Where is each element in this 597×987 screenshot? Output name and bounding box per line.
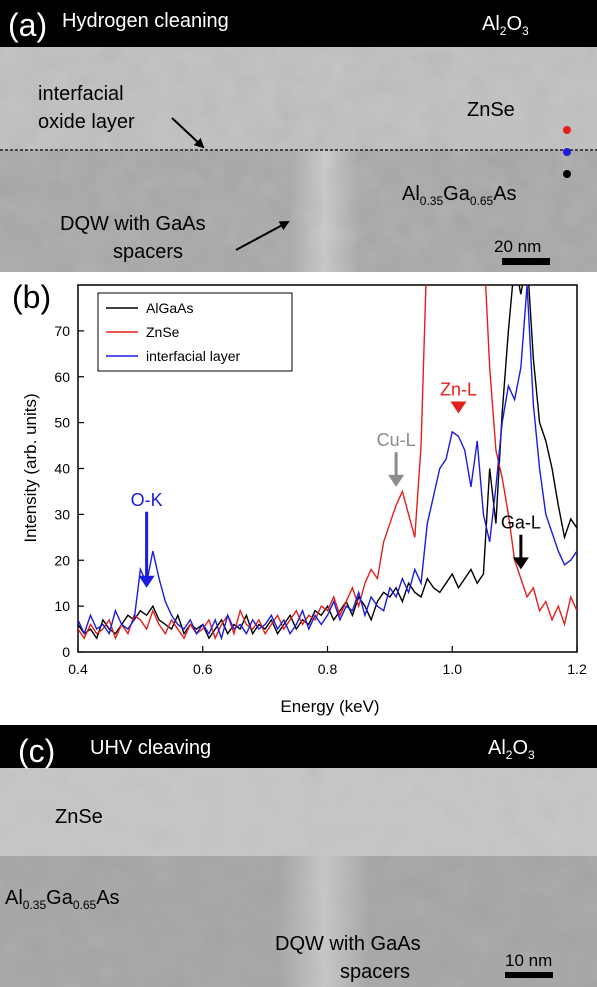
y-tick-label: 10: [54, 598, 70, 614]
position-dot: [563, 148, 571, 156]
layer-label: ZnSe: [55, 806, 103, 828]
annotation-arrowhead: [512, 557, 529, 570]
x-tick-label: 0.8: [318, 661, 338, 677]
scale-bar: [505, 972, 553, 978]
annotation: Ga-L: [501, 513, 541, 533]
y-tick-label: 70: [54, 323, 70, 339]
legend-label: ZnSe: [146, 324, 180, 340]
plot-area: [78, 285, 577, 641]
annotation: Zn-L: [440, 380, 477, 400]
dqw-streak: [280, 856, 370, 987]
t: Al: [488, 737, 506, 759]
t: 3: [522, 24, 529, 38]
panel-c: (c) UHV cleaving Al2O3 ZnSe Al0.35Ga0.65…: [0, 725, 597, 987]
x-tick-label: 0.4: [68, 661, 88, 677]
dqw-streak: [290, 150, 360, 272]
t: As: [493, 183, 516, 205]
y-axis-label: Intensity (arb. units): [21, 393, 40, 542]
annotation-arrowhead: [388, 474, 405, 487]
annotation: spacers: [340, 961, 410, 983]
panel-a: (a) Hydrogen cleaning Al2O3 interfacial …: [0, 0, 597, 272]
layer-label: Al0.35Ga0.65As: [402, 183, 517, 208]
series-line: [78, 285, 577, 641]
layer-label: ZnSe: [467, 99, 515, 121]
t: 0.35: [420, 194, 444, 208]
scale-bar-label: 20 nm: [494, 237, 541, 256]
t: 2: [506, 748, 513, 762]
y-tick-label: 30: [54, 506, 70, 522]
t: 2: [500, 24, 507, 38]
position-dot: [563, 126, 571, 134]
t: As: [96, 887, 119, 909]
series-line: [78, 285, 577, 641]
panel-title: Hydrogen cleaning: [62, 10, 229, 32]
arrow: [171, 117, 205, 149]
t: O: [506, 13, 522, 35]
layer-label: Al0.35Ga0.65As: [5, 887, 120, 912]
t: 0.65: [470, 194, 494, 208]
legend-label: AlGaAs: [146, 300, 193, 316]
scale-bar: [502, 258, 550, 265]
t: Al: [5, 887, 23, 909]
y-tick-label: 0: [62, 644, 70, 660]
x-axis-label: Energy (keV): [280, 697, 379, 716]
t: Al: [402, 183, 420, 205]
y-tick-label: 60: [54, 369, 70, 385]
position-dots: [563, 126, 571, 178]
al2o3-layer: [0, 725, 597, 768]
t: Ga: [46, 887, 74, 909]
annotation: DQW with GaAs: [60, 213, 206, 235]
annotation: O-K: [131, 490, 163, 510]
y-tick-label: 20: [54, 552, 70, 568]
x-tick-label: 1.0: [443, 661, 463, 677]
panel-label: (c): [18, 733, 55, 769]
t: O: [512, 737, 528, 759]
scale-bar-label: 10 nm: [505, 951, 552, 970]
annotation: Cu-L: [377, 430, 416, 450]
t: Ga: [443, 183, 471, 205]
legend-label: interfacial layer: [146, 348, 240, 364]
panel-label: (a): [8, 7, 47, 43]
x-tick-label: 0.6: [193, 661, 213, 677]
panel-title: UHV cleaving: [90, 737, 211, 759]
layer-label: Al2O3: [488, 737, 535, 762]
t: 0.35: [23, 898, 47, 912]
panel-b: (b) Energy (keV) Intensity (arb. units) …: [12, 279, 587, 716]
layer-label: Al2O3: [482, 13, 529, 38]
annotation-arrowhead: [138, 575, 155, 588]
t: 0.65: [73, 898, 97, 912]
annotation: oxide layer: [38, 111, 135, 133]
al2o3-layer: [0, 0, 597, 47]
position-dot: [563, 170, 571, 178]
x-tick-label: 1.2: [567, 661, 587, 677]
annotation: spacers: [113, 241, 183, 263]
y-tick-label: 40: [54, 461, 70, 477]
t: 3: [528, 748, 535, 762]
annotation: interfacial: [38, 83, 124, 105]
annotation-arrowhead: [450, 401, 467, 414]
annotation: DQW with GaAs: [275, 933, 421, 955]
y-tick-label: 50: [54, 415, 70, 431]
t: Al: [482, 13, 500, 35]
panel-label: (b): [12, 279, 51, 315]
arrow: [235, 221, 290, 251]
